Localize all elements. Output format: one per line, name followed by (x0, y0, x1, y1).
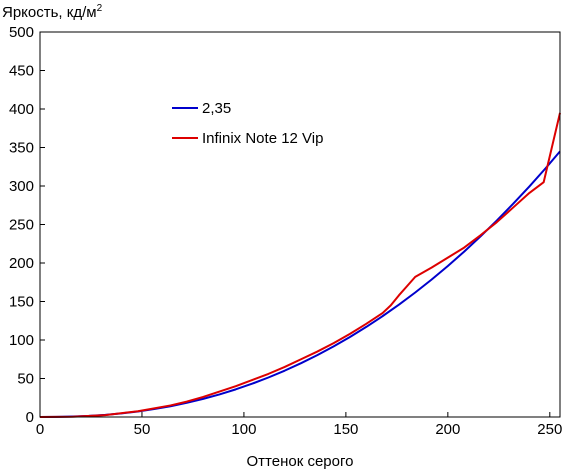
y-tick-label: 250 (9, 217, 34, 234)
x-tick-label: 0 (36, 421, 44, 438)
x-tick-label: 200 (435, 421, 460, 438)
x-tick-label: 150 (333, 421, 358, 438)
y-tick-label: 200 (9, 255, 34, 272)
y-axis-label-superscript: 2 (97, 3, 103, 14)
y-tick-label: 500 (9, 24, 34, 41)
series-line-2 (39, 112, 561, 418)
y-tick-label: 350 (9, 140, 34, 157)
y-axis-label-text: Яркость, кд/м (2, 4, 97, 21)
legend-label-1: 2,35 (202, 100, 231, 117)
y-tick-label: 100 (9, 332, 34, 349)
x-axis-ticks: 0 50 100 150 200 250 (36, 412, 562, 438)
x-tick-label: 50 (134, 421, 151, 438)
y-tick-label: 450 (9, 63, 34, 80)
y-axis-label: Яркость, кд/м2 (2, 3, 103, 21)
y-tick-label: 300 (9, 178, 34, 195)
series-layer (39, 112, 561, 418)
y-tick-label: 0 (26, 409, 34, 426)
legend: 2,35 Infinix Note 12 Vip (172, 100, 323, 147)
x-tick-label: 100 (231, 421, 256, 438)
y-tick-label: 150 (9, 294, 34, 311)
plot-frame (39, 31, 561, 418)
legend-label-2: Infinix Note 12 Vip (202, 130, 323, 147)
y-axis-ticks: 0 50 100 150 200 250 300 350 400 450 500 (9, 24, 45, 426)
x-axis-label: Оттенок серого (247, 453, 354, 470)
y-tick-label: 400 (9, 101, 34, 118)
series-line-1 (39, 150, 561, 418)
x-tick-label: 250 (537, 421, 562, 438)
y-tick-label: 50 (17, 371, 34, 388)
